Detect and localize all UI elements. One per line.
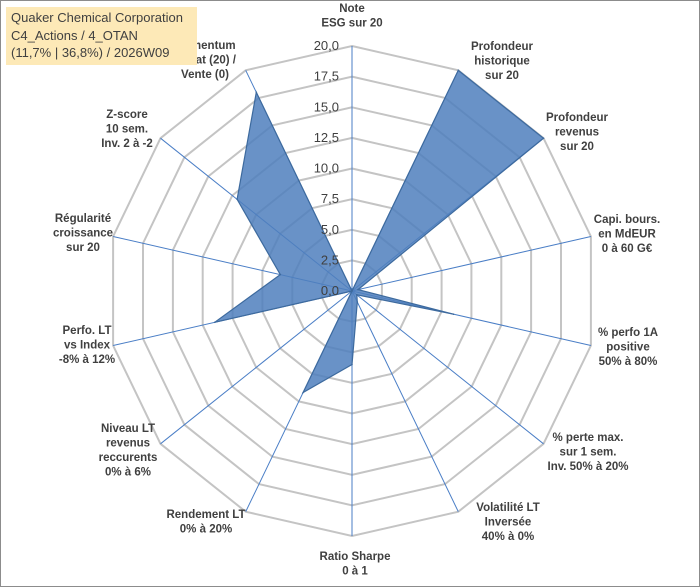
axis-spoke <box>160 290 353 445</box>
axis-label-line: ESG sur 20 <box>321 18 382 30</box>
axis-label-line: Régularité <box>55 213 111 225</box>
axis-label-line: Volatilité LT <box>476 502 539 514</box>
axis-label: Rendement LT 0% à 20% <box>166 509 245 536</box>
data-point <box>236 198 238 201</box>
axis-label: Niveau LT revenus reccurents 0% à 6% <box>99 423 158 479</box>
axis-label-line: croissance <box>53 228 113 240</box>
axis-label: Perfo. LT vs Index -8% à 12% <box>59 325 115 366</box>
axis-label-line: revenus <box>555 127 599 139</box>
chart-title: Quaker Chemical Corporation C4_Actions /… <box>6 7 197 65</box>
axis-label-line: -8% à 12% <box>59 354 115 366</box>
axis-label-line: 10 sem. <box>106 124 148 136</box>
axis-label: Profondeur historique sur 20 <box>471 41 533 82</box>
tick-label: 2,5 <box>321 252 339 267</box>
tick-label: 15,0 <box>314 99 339 114</box>
tick-label: 0,0 <box>321 283 339 298</box>
data-point <box>457 69 460 72</box>
axis-label-line: Inversée <box>485 517 532 529</box>
tick-label: 5,0 <box>321 222 339 237</box>
axis-label-line: sur 20 <box>66 242 100 254</box>
axis-label-line: % perte max. <box>553 432 624 444</box>
axis-spoke <box>351 290 459 512</box>
axis-spoke <box>351 290 544 445</box>
axis-label: Ratio Sharpe 0 à 1 <box>320 551 391 578</box>
tick-label: 17,5 <box>314 69 339 84</box>
axis-label-line: Vente (0) <box>181 69 229 81</box>
tick-label: 10,0 <box>314 161 339 176</box>
axis-label-line: Capi. bours. <box>594 214 660 226</box>
axis-label-line: 40% à 0% <box>482 531 534 543</box>
axis-label-line: reccurents <box>99 452 158 464</box>
axis-label-line: revenus <box>106 438 150 450</box>
radar-series <box>213 69 545 394</box>
data-point <box>356 294 358 296</box>
axis-label: Note ESG sur 20 <box>321 3 382 30</box>
axis-label-line: 0 à 1 <box>342 566 368 578</box>
title-stats: (11,7% | 36,8%) / 2026W09 <box>11 45 170 60</box>
axis-label: % perfo 1A positive 50% à 80% <box>598 327 658 368</box>
data-point <box>357 288 359 291</box>
axis-label-line: 0 à 60 G€ <box>602 243 653 255</box>
axis-label-line: Profondeur <box>471 41 533 53</box>
axis-label-line: Note <box>339 3 365 15</box>
axis-label-line: Z-score <box>106 109 148 121</box>
data-point <box>351 363 353 366</box>
axis-label-line: positive <box>606 342 649 354</box>
axis-label-line: sur 20 <box>485 70 519 82</box>
data-point <box>302 391 304 394</box>
radial-tick-labels: 0,0 2,5 5,0 7,5 10,0 12,5 15,0 17,5 20,0 <box>314 38 339 298</box>
axis-label-line: en MdEUR <box>598 229 656 241</box>
axis-label-line: % perfo 1A <box>598 327 658 339</box>
series-area <box>214 69 545 394</box>
axis-label-line: Niveau LT <box>101 423 155 435</box>
axis-label: Régularité croissance sur 20 <box>53 213 113 254</box>
axis-label-line: Inv. 50% à 20% <box>548 461 629 473</box>
data-point <box>452 313 455 316</box>
data-point <box>356 301 359 303</box>
data-point <box>542 137 545 139</box>
axis-label-line: Rendement LT <box>166 509 245 521</box>
axis-label-line: vs Index <box>64 340 111 352</box>
data-point <box>255 91 258 94</box>
axis-labels: Note ESG sur 20 Profondeur historique sur 20… <box>53 3 660 578</box>
axis-label-line: 0% à 6% <box>105 467 151 479</box>
axis-label-line: 50% à 80% <box>599 356 658 368</box>
title-company: Quaker Chemical Corporation <box>11 10 183 25</box>
data-point <box>279 273 282 276</box>
axis-label: % perte max. sur 1 sem. Inv. 50% à 20% <box>548 432 629 473</box>
tick-label: 20,0 <box>314 38 339 53</box>
axis-label-line: 0% à 20% <box>180 524 232 536</box>
axis-label-line: Inv. 2 à -2 <box>101 138 153 150</box>
axis-label-line: sur 1 sem. <box>560 447 617 459</box>
axis-label-line: Profondeur <box>546 112 608 124</box>
axis-spoke <box>351 236 592 292</box>
axis-label: Profondeur revenus sur 20 <box>546 112 608 153</box>
axis-label-line: sur 20 <box>560 141 594 153</box>
axis-label-line: historique <box>474 56 530 68</box>
tick-label: 12,5 <box>314 130 339 145</box>
title-category: C4_Actions / 4_OTAN <box>11 27 138 43</box>
data-point <box>213 321 216 324</box>
axis-label: Z-score 10 sem. Inv. 2 à -2 <box>101 109 153 150</box>
data-point <box>351 290 353 292</box>
axis-label: Volatilité LT Inversée 40% à 0% <box>476 502 539 543</box>
tick-label: 7,5 <box>321 191 339 206</box>
axis-label: Capi. bours. en MdEUR 0 à 60 G€ <box>594 214 660 255</box>
axis-label-line: Perfo. LT <box>63 325 112 337</box>
axis-label-line: Ratio Sharpe <box>320 551 391 563</box>
